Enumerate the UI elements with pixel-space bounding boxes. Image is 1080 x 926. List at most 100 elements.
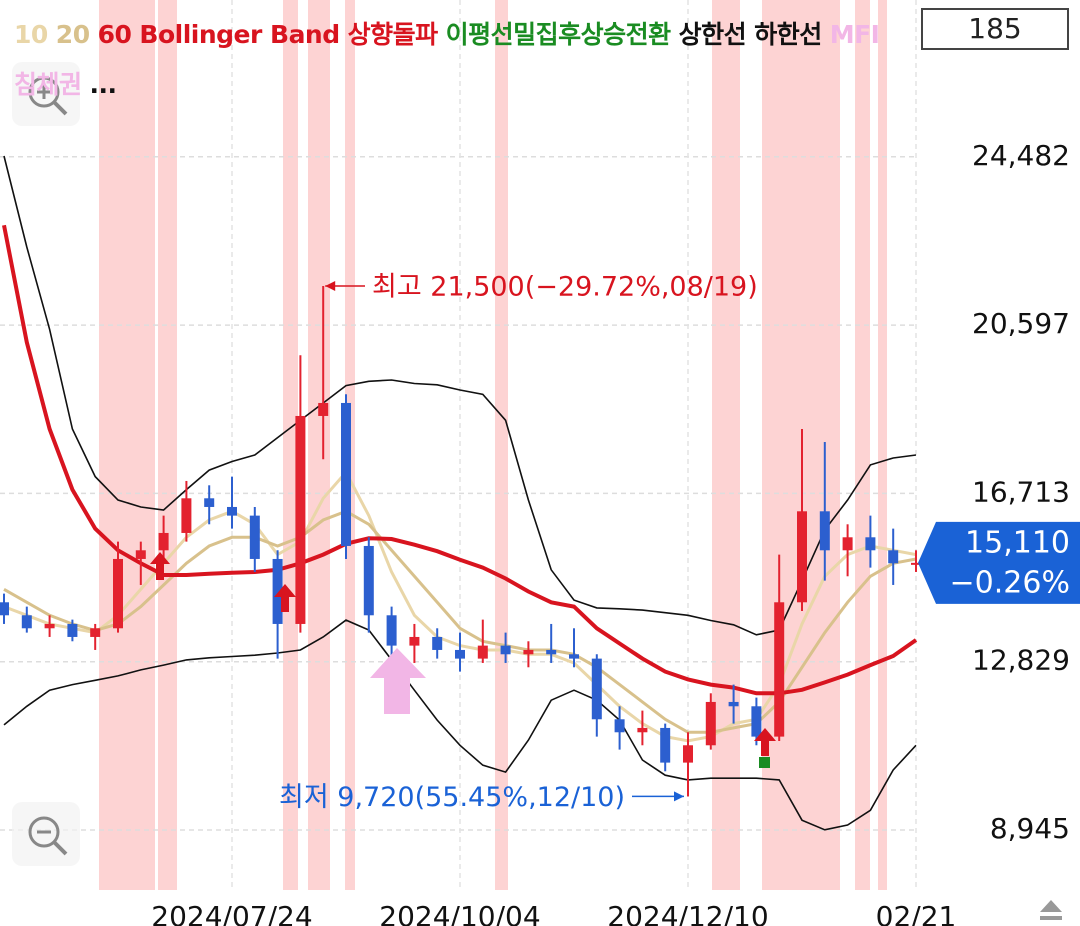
x-tick-label: 02/21 — [876, 900, 957, 926]
candle-body — [318, 402, 329, 416]
candle-body — [341, 402, 351, 546]
price-change: −0.26% — [950, 565, 1070, 600]
indicator-line — [3, 155, 917, 636]
candle-body — [774, 602, 785, 737]
candle-body — [90, 628, 101, 637]
indicator-line — [3, 509, 917, 734]
legend-item[interactable]: Bollinger Band — [139, 20, 340, 49]
signal-arrow — [754, 728, 776, 756]
candle-body — [683, 745, 693, 763]
legend-item[interactable]: MFI침체권 — [14, 20, 880, 99]
candle-body — [432, 636, 443, 650]
candle-body — [614, 719, 625, 733]
signal-band — [283, 0, 298, 890]
candle-body — [409, 636, 420, 646]
y-tick-label: 16,713 — [972, 475, 1070, 508]
y-tick-label: 8,945 — [990, 812, 1070, 845]
candle-body — [295, 415, 306, 624]
legend-item[interactable]: 하한선 — [754, 20, 822, 49]
legend-item[interactable]: 20 — [55, 20, 90, 49]
price-tag — [918, 521, 1080, 604]
candle-body — [477, 645, 488, 659]
candles — [0, 285, 921, 797]
mfi-arrow — [370, 648, 426, 714]
annotation-arrow — [325, 280, 336, 291]
candle-body — [705, 701, 716, 746]
candle-body — [363, 545, 374, 616]
candle-body — [660, 727, 671, 763]
candle-body — [44, 623, 55, 629]
x-tick-label: 2024/07/24 — [151, 900, 312, 926]
scroll-icon — [1040, 916, 1062, 920]
zoom-icon — [28, 76, 60, 108]
candle-body — [21, 615, 32, 629]
signal-arrow — [150, 552, 170, 580]
candle-body — [455, 649, 465, 659]
y-tick-label: 12,829 — [972, 644, 1070, 677]
signal-band — [712, 0, 740, 890]
overlay: 24,482 20,597 16,713 12,829 8,945 2024/07/24 2… — [151, 139, 1080, 926]
candle-body — [113, 558, 123, 629]
y-tick-label: 20,597 — [972, 307, 1070, 340]
annotation: 최저 9,720(55.45%,12/10) — [279, 782, 625, 813]
candle-body — [204, 498, 215, 507]
signal-band — [158, 0, 177, 890]
zoom-icon — [52, 840, 68, 856]
candle-body — [842, 537, 853, 551]
annotation: 최고 21,500(−29.72%,08/19) — [372, 271, 758, 302]
candle-body — [819, 511, 830, 551]
zoom-icon — [28, 816, 60, 848]
candle-body — [751, 706, 762, 737]
signal-arrows — [150, 552, 776, 768]
signal-band — [308, 0, 330, 890]
annotation-arrow — [674, 791, 684, 802]
signal-marker — [759, 757, 770, 768]
legend-item[interactable]: ... — [89, 70, 118, 99]
candle-body — [911, 562, 921, 565]
signal-band — [99, 0, 155, 890]
signal-band — [855, 0, 870, 890]
candle-body — [728, 701, 739, 707]
signal-band — [495, 0, 508, 890]
candle-body — [637, 727, 648, 733]
zoom-icon — [52, 100, 68, 116]
candle-body — [500, 645, 511, 655]
candle-body — [797, 511, 807, 603]
candle-body — [67, 623, 78, 637]
signal-bands — [99, 0, 887, 890]
scroll-up[interactable] — [1040, 900, 1062, 920]
signal-band — [878, 0, 887, 890]
legend-item[interactable]: 상향돌파 — [347, 20, 439, 49]
zoom-in[interactable] — [12, 62, 80, 126]
legend: 10 20 60 Bollinger Band 상향돌파 이평선밀집후상승전환 상한선 하한선… — [14, 10, 894, 110]
legend-item[interactable]: 상한선 — [678, 20, 747, 49]
candle-body — [386, 615, 397, 646]
candle-body — [227, 506, 237, 516]
zoom-button[interactable] — [12, 802, 80, 866]
legend-item[interactable]: 이평선밀집후상승전환 — [445, 20, 672, 49]
candle-body — [865, 537, 876, 551]
legend-item[interactable]: 10 — [14, 20, 48, 49]
candle-body — [888, 550, 899, 564]
legend-item[interactable]: 60 — [97, 20, 132, 49]
zoom-out[interactable] — [12, 802, 80, 866]
candle-body — [249, 515, 260, 559]
candle-body — [523, 649, 534, 655]
y-tick-label: 24,482 — [972, 139, 1070, 172]
candle-body — [158, 532, 169, 551]
scroll-icon[interactable] — [1040, 900, 1062, 912]
x-tick-label: 2024/12/10 — [607, 900, 768, 926]
x-tick-label: 2024/10/04 — [379, 900, 540, 926]
indicator-line — [3, 619, 917, 831]
candle-body — [135, 550, 146, 559]
period-box[interactable]: 185 — [921, 8, 1069, 50]
candle-body — [546, 649, 557, 655]
candle-body — [569, 654, 579, 659]
signal-arrow — [274, 584, 296, 612]
candle-body — [0, 602, 9, 616]
price-label: 15,110 — [965, 525, 1070, 560]
candle-body — [181, 498, 192, 533]
candle-body — [591, 658, 602, 720]
